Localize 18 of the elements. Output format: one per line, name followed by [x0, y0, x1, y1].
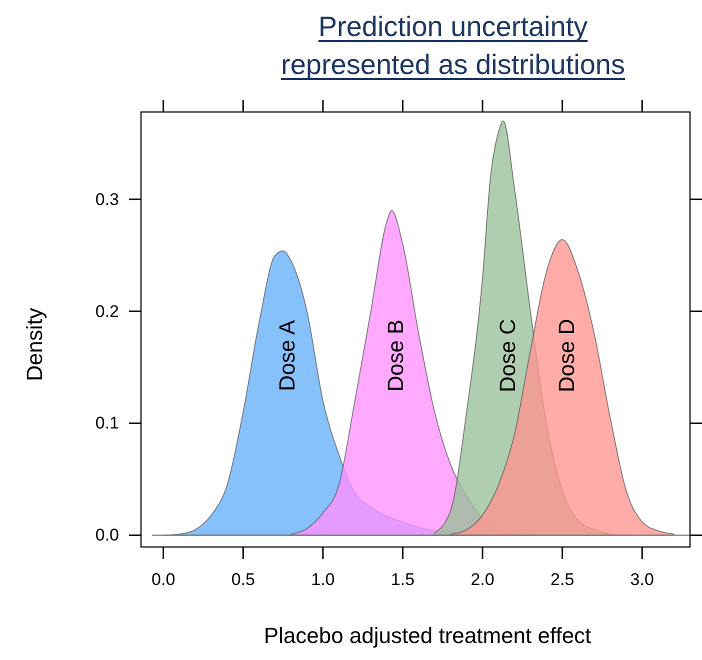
chart-title: Prediction uncertainty represented as distributions [281, 11, 625, 80]
y-tick-label: 0.1 [95, 414, 119, 433]
x-tick-label: 2.0 [470, 570, 494, 590]
x-tick-label: 3.0 [630, 570, 654, 590]
x-tick-label: 1.0 [311, 570, 335, 590]
x-tick-label: 1.5 [390, 570, 415, 590]
y-tick-label: 0.2 [95, 302, 119, 321]
series-label: Dose C [494, 318, 520, 392]
series-label: Dose A [274, 320, 300, 392]
y-tick-label: 0.3 [95, 190, 119, 209]
x-axis-title: Placebo adjusted treatment effect [264, 623, 592, 648]
x-tick-label: 2.5 [550, 570, 574, 590]
x-tick-label: 0.0 [152, 570, 176, 590]
x-tick-label: 0.5 [231, 570, 255, 590]
series-label: Dose B [383, 320, 408, 392]
y-tick-label: 0.0 [95, 526, 119, 545]
y-axis-title: Density [22, 308, 47, 382]
series-label: Dose D [554, 318, 579, 392]
